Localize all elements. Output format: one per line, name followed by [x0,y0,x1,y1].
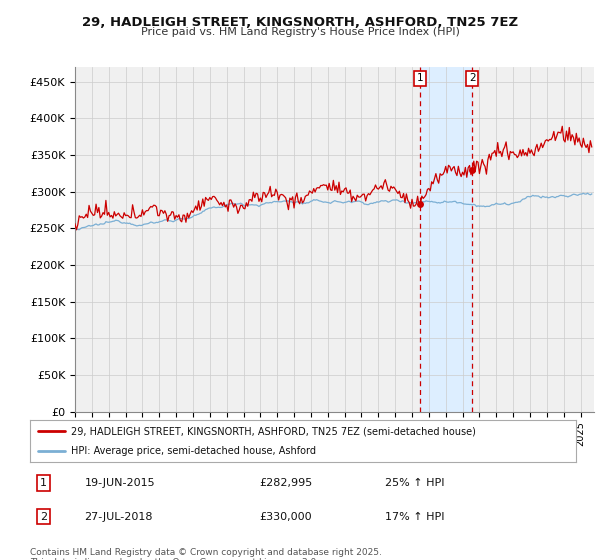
Text: 29, HADLEIGH STREET, KINGSNORTH, ASHFORD, TN25 7EZ: 29, HADLEIGH STREET, KINGSNORTH, ASHFORD… [82,16,518,29]
Text: £282,995: £282,995 [259,478,313,488]
Text: 29, HADLEIGH STREET, KINGSNORTH, ASHFORD, TN25 7EZ (semi-detached house): 29, HADLEIGH STREET, KINGSNORTH, ASHFORD… [71,426,476,436]
Text: 1: 1 [416,73,423,83]
Text: 1: 1 [40,478,47,488]
Bar [420,67,472,412]
Text: 19-JUN-2015: 19-JUN-2015 [85,478,155,488]
Text: 27-JUL-2018: 27-JUL-2018 [85,512,153,521]
Text: Contains HM Land Registry data © Crown copyright and database right 2025.
This d: Contains HM Land Registry data © Crown c… [30,548,382,560]
Text: 17% ↑ HPI: 17% ↑ HPI [385,512,445,521]
Text: £330,000: £330,000 [259,512,312,521]
Text: 25% ↑ HPI: 25% ↑ HPI [385,478,445,488]
Text: HPI: Average price, semi-detached house, Ashford: HPI: Average price, semi-detached house,… [71,446,316,456]
Text: Price paid vs. HM Land Registry's House Price Index (HPI): Price paid vs. HM Land Registry's House … [140,27,460,37]
Text: 2: 2 [40,512,47,521]
Text: 2: 2 [469,73,475,83]
